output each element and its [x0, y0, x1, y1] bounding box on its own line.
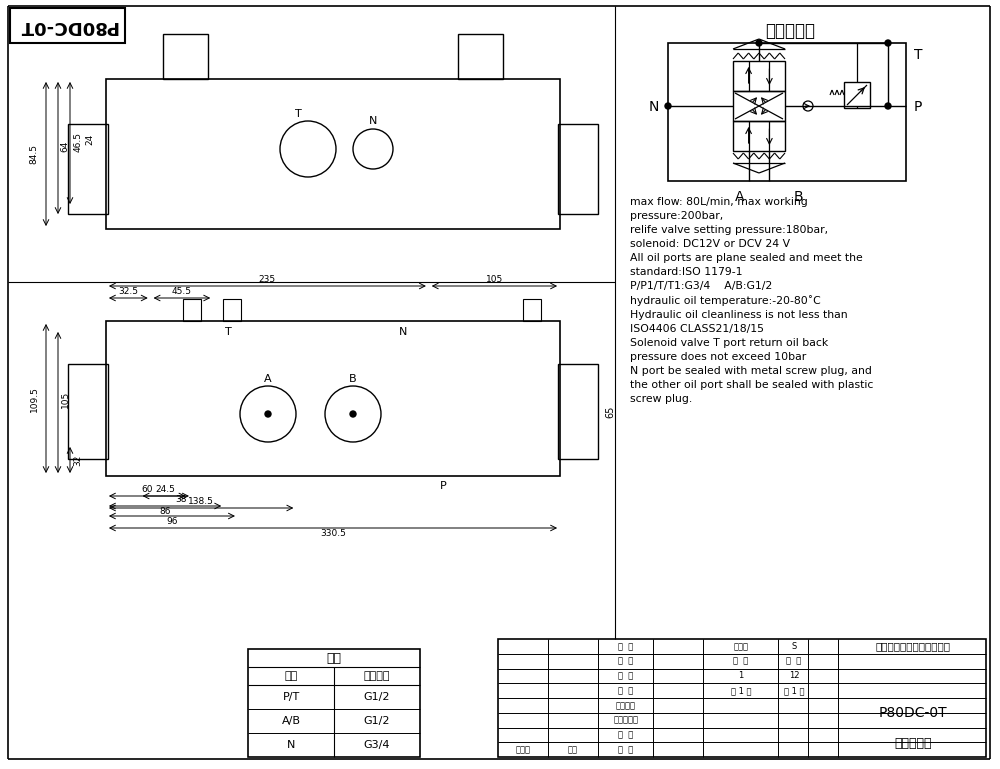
Bar — [68, 124, 108, 214]
Text: N: N — [649, 100, 659, 114]
Text: 138.5: 138.5 — [188, 498, 214, 507]
Text: 审  图: 审 图 — [618, 671, 634, 681]
Text: 印第: 印第 — [568, 745, 578, 754]
Text: 38: 38 — [175, 495, 187, 504]
Text: 84.5: 84.5 — [30, 144, 38, 164]
Bar — [163, 34, 208, 79]
Text: 山东奥流液压科技有限公司: 山东奥流液压科技有限公司 — [876, 641, 950, 651]
Text: 制  图: 制 图 — [618, 657, 634, 666]
Text: 第 1 张: 第 1 张 — [784, 686, 804, 695]
Bar — [106, 79, 560, 229]
Bar — [668, 43, 906, 181]
Text: 设  计: 设 计 — [618, 642, 634, 651]
Text: 图标记: 图标记 — [734, 642, 748, 651]
Text: 比  例: 比 例 — [786, 657, 802, 666]
Text: 12: 12 — [789, 671, 799, 681]
Text: 65: 65 — [605, 406, 615, 418]
Text: N: N — [287, 740, 295, 750]
Text: 1: 1 — [738, 671, 744, 681]
Text: 32: 32 — [74, 454, 82, 466]
Text: P/T: P/T — [282, 692, 300, 702]
Text: 螺纹规格: 螺纹规格 — [364, 671, 390, 681]
Text: G1/2: G1/2 — [364, 692, 390, 702]
Text: max flow: 80L/min, max working
pressure:200bar,
relife valve setting pressure:18: max flow: 80L/min, max working pressure:… — [630, 197, 873, 404]
Bar — [68, 364, 108, 459]
Text: 86: 86 — [159, 508, 171, 517]
Text: 105: 105 — [486, 275, 503, 285]
Bar — [498, 639, 986, 757]
Bar — [558, 364, 598, 459]
Text: N: N — [399, 327, 407, 337]
Text: 32.5: 32.5 — [118, 288, 138, 297]
Circle shape — [265, 411, 271, 417]
Text: 校  对: 校 对 — [618, 686, 634, 695]
Text: 109.5: 109.5 — [30, 386, 38, 412]
Text: A/B: A/B — [282, 716, 300, 726]
Text: 阀体: 阀体 — [326, 651, 342, 664]
Text: P80DC-0T: P80DC-0T — [18, 17, 118, 35]
Text: N: N — [369, 116, 377, 126]
Bar — [844, 82, 870, 108]
Bar — [733, 61, 785, 91]
Text: 一联多路阀: 一联多路阀 — [894, 737, 932, 751]
Circle shape — [665, 103, 671, 109]
Bar — [10, 8, 125, 43]
Text: A: A — [735, 190, 744, 204]
Bar — [223, 299, 241, 321]
Text: 接口: 接口 — [284, 671, 298, 681]
Text: T: T — [225, 327, 231, 337]
Text: 46.5: 46.5 — [74, 132, 82, 152]
Text: 105: 105 — [60, 391, 70, 408]
Text: 45.5: 45.5 — [172, 288, 192, 297]
Text: 24.5: 24.5 — [156, 485, 176, 494]
Text: P: P — [914, 100, 922, 114]
Bar — [733, 91, 785, 121]
Text: 96: 96 — [166, 518, 178, 527]
Text: 235: 235 — [259, 275, 276, 285]
Circle shape — [756, 40, 762, 46]
Bar — [523, 299, 541, 321]
Text: B: B — [349, 374, 357, 384]
Text: 液压原理图: 液压原理图 — [765, 22, 815, 40]
Text: 数  量: 数 量 — [733, 657, 749, 666]
Text: T: T — [914, 48, 922, 62]
Text: 标准化检查: 标准化检查 — [614, 716, 639, 724]
Text: P80DC-0T: P80DC-0T — [879, 706, 947, 720]
Text: S: S — [791, 642, 797, 651]
Circle shape — [885, 40, 891, 46]
Text: G1/2: G1/2 — [364, 716, 390, 726]
Text: 工艺检查: 工艺检查 — [616, 701, 636, 710]
Text: 330.5: 330.5 — [320, 530, 346, 538]
Text: 备  注: 备 注 — [618, 745, 634, 754]
Bar — [733, 121, 785, 151]
Text: 24: 24 — [86, 133, 94, 145]
Bar — [558, 124, 598, 214]
Text: 共 1 张: 共 1 张 — [731, 686, 751, 695]
Text: 审  批: 审 批 — [618, 731, 634, 739]
Text: 资料人: 资料人 — [516, 745, 530, 754]
Bar — [458, 34, 503, 79]
Bar — [106, 321, 560, 476]
Bar — [183, 299, 201, 321]
Text: B: B — [794, 190, 804, 204]
Circle shape — [350, 411, 356, 417]
Text: 60: 60 — [141, 485, 153, 494]
Text: 64: 64 — [60, 140, 70, 151]
Text: G3/4: G3/4 — [364, 740, 390, 750]
Bar — [248, 649, 420, 757]
Circle shape — [885, 103, 891, 109]
Text: T: T — [295, 109, 301, 119]
Text: A: A — [264, 374, 272, 384]
Text: P: P — [440, 481, 446, 491]
